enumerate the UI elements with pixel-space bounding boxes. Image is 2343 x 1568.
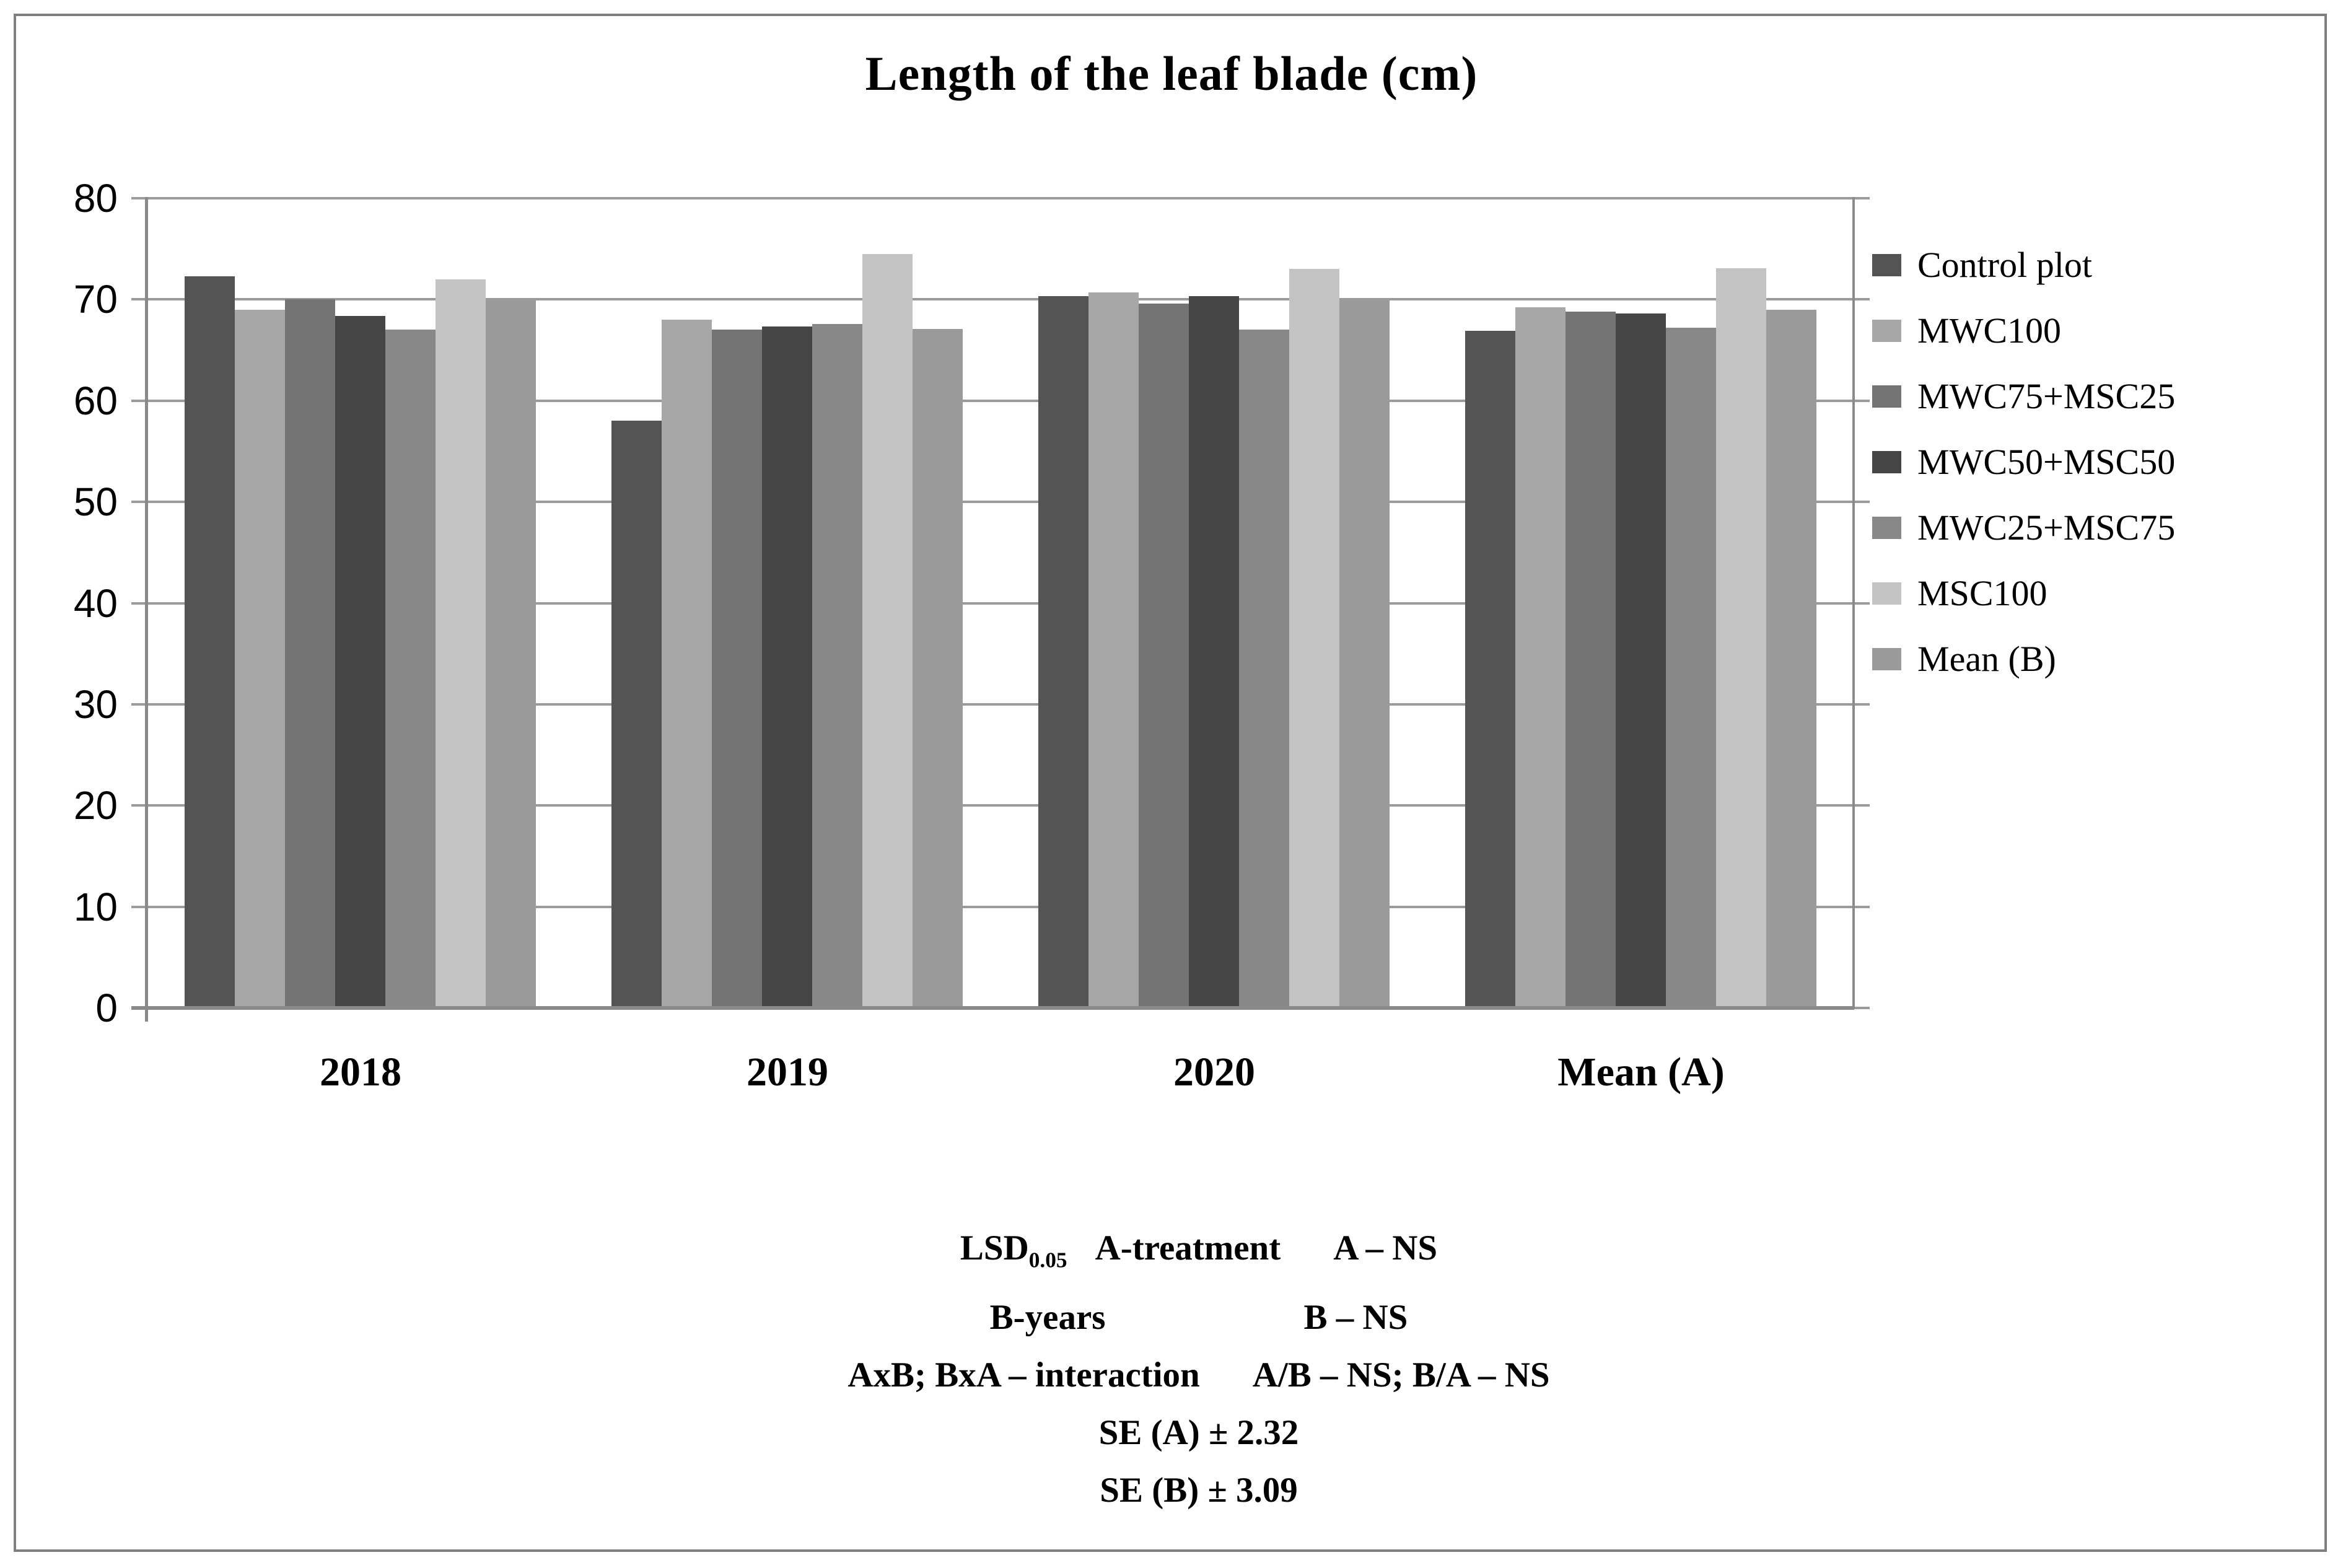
bar xyxy=(1465,331,1515,1006)
bar xyxy=(611,421,662,1006)
years-result: B – NS xyxy=(1303,1298,1408,1338)
bar xyxy=(913,329,963,1006)
gridline xyxy=(131,298,1870,301)
legend-swatch xyxy=(1872,451,1901,473)
x-category-label: 2018 xyxy=(320,1049,401,1095)
y-tick-label: 20 xyxy=(73,783,118,828)
bar xyxy=(1038,296,1088,1006)
bar xyxy=(1766,310,1816,1006)
bar xyxy=(436,279,486,1006)
bar xyxy=(1616,313,1666,1006)
legend-swatch xyxy=(1872,385,1901,408)
legend-item: MSC100 xyxy=(1872,571,2047,616)
interaction-label: AxB; BxA – interaction xyxy=(847,1356,1200,1395)
bar xyxy=(486,299,536,1006)
interaction-result: A/B – NS; B/A – NS xyxy=(1252,1356,1550,1395)
legend-label: MWC100 xyxy=(1917,310,2061,351)
legend-swatch xyxy=(1872,582,1901,605)
annotation-block: LSD0.05 A-treatment A – NS B-years B – NS A… xyxy=(579,1219,1818,1519)
y-tick-label: 40 xyxy=(73,580,118,626)
legend-label: MWC25+MSC75 xyxy=(1917,507,2176,548)
bar xyxy=(812,324,862,1006)
bar xyxy=(1088,292,1139,1006)
legend-label: MWC50+MSC50 xyxy=(1917,442,2176,482)
bar xyxy=(385,330,436,1006)
x-category-label: 2020 xyxy=(1173,1049,1255,1095)
chart-title: Length of the leaf blade (cm) xyxy=(865,46,1478,100)
bar xyxy=(1515,307,1566,1006)
legend-item: MWC50+MSC50 xyxy=(1872,440,2175,484)
y-axis-line xyxy=(145,197,148,1022)
x-axis-line xyxy=(131,1006,1854,1010)
gridline xyxy=(131,804,1870,807)
bar xyxy=(1666,328,1716,1006)
gridline xyxy=(131,905,1870,908)
y-tick-label: 0 xyxy=(95,986,118,1030)
bar xyxy=(1716,268,1766,1006)
legend-label: MWC75+MSC25 xyxy=(1917,376,2176,416)
bar xyxy=(1566,312,1616,1006)
bar xyxy=(1289,269,1339,1006)
y-tick-label: 60 xyxy=(73,378,118,423)
bar xyxy=(662,320,712,1006)
legend-label: Mean (B) xyxy=(1917,639,2056,679)
x-category-label: 2019 xyxy=(747,1049,828,1095)
lsd-label: LSD xyxy=(960,1229,1029,1268)
gridline xyxy=(131,703,1870,706)
bar xyxy=(185,276,235,1006)
bar xyxy=(762,326,812,1006)
legend-swatch xyxy=(1872,648,1901,670)
bar xyxy=(1339,299,1390,1006)
bar xyxy=(1139,304,1189,1006)
bar xyxy=(712,330,762,1006)
y-tick-label: 80 xyxy=(73,176,118,221)
bar xyxy=(335,316,385,1006)
gridline xyxy=(131,399,1870,402)
lsd-subscript: 0.05 xyxy=(1028,1248,1067,1272)
annotation-line-interaction: AxB; BxA – interaction A/B – NS; B/A – NS xyxy=(579,1346,1818,1404)
bar xyxy=(862,254,913,1006)
legend-item: MWC75+MSC25 xyxy=(1872,374,2175,419)
gridline xyxy=(131,602,1870,605)
y-tick-label: 50 xyxy=(73,480,118,525)
plot-right-border xyxy=(1852,197,1855,1009)
legend-item: MWC25+MSC75 xyxy=(1872,506,2175,550)
legend-swatch xyxy=(1872,254,1901,276)
annotation-line-se-a: SE (A) ± 2.32 xyxy=(1098,1413,1299,1453)
bar xyxy=(235,310,285,1006)
x-category-label: Mean (A) xyxy=(1557,1049,1725,1095)
gridline xyxy=(131,501,1870,504)
legend-item: Mean (B) xyxy=(1872,637,2056,681)
legend-swatch xyxy=(1872,517,1901,539)
gridline xyxy=(131,197,1870,199)
legend-swatch xyxy=(1872,320,1901,342)
legend-item: Control plot xyxy=(1872,243,2092,287)
annotation-line-lsd: LSD0.05 A-treatment A – NS xyxy=(579,1219,1818,1289)
years-label: B-years xyxy=(989,1298,1106,1338)
annotation-line-se-b: SE (B) ± 3.09 xyxy=(1100,1471,1298,1510)
lsd-treatment-label: A-treatment xyxy=(1095,1229,1281,1268)
lsd-a-result: A – NS xyxy=(1333,1229,1438,1268)
y-tick-label: 70 xyxy=(73,277,118,322)
legend-item: MWC100 xyxy=(1872,309,2061,353)
y-tick-label: 30 xyxy=(73,681,118,727)
legend-label: MSC100 xyxy=(1917,573,2047,613)
legend-label: Control plot xyxy=(1917,245,2092,285)
bar xyxy=(1239,330,1289,1006)
annotation-line-years: B-years B – NS xyxy=(579,1289,1818,1346)
bar xyxy=(285,299,335,1006)
y-tick-label: 10 xyxy=(73,884,118,929)
bar xyxy=(1189,296,1239,1006)
